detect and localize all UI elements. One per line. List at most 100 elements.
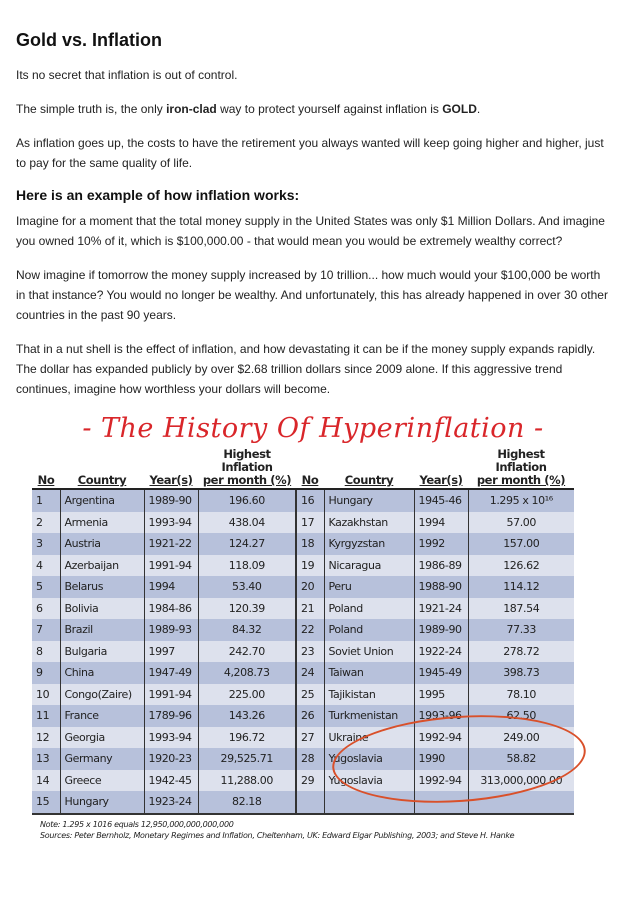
cell-inflation: 57.00 bbox=[467, 511, 574, 533]
cell-years: 1992-94 bbox=[413, 726, 468, 748]
table-notes: Note: 1.295 x 1016 equals 12,950,000,000… bbox=[40, 819, 626, 841]
cell-years: 1989-90 bbox=[143, 489, 198, 512]
cell-country: Bolivia bbox=[59, 597, 144, 619]
cell-years: 1921-24 bbox=[413, 597, 468, 619]
cell-no: 9 bbox=[32, 662, 60, 684]
cell-inflation: 124.27 bbox=[197, 533, 296, 555]
cell-no: 28 bbox=[295, 748, 324, 770]
cell-country: Germany bbox=[59, 748, 144, 770]
cell-no: 11 bbox=[32, 705, 60, 727]
bold-text: iron-clad bbox=[166, 102, 217, 116]
hyperinflation-table: No Country Year(s) Highest Inflation per … bbox=[32, 448, 574, 815]
cell-no: 14 bbox=[32, 769, 60, 791]
cell-inflation: 84.32 bbox=[197, 619, 296, 641]
cell-no: 3 bbox=[32, 533, 60, 555]
cell-inflation: 157.00 bbox=[467, 533, 574, 555]
cell-country: Kazakhstan bbox=[323, 511, 414, 533]
table-row: 10 Congo(Zaire) 1991-94 225.00 25 Tajikistan 1… bbox=[32, 683, 574, 705]
cell-no bbox=[295, 791, 324, 815]
table-row: 12 Georgia 1993-94 196.72 27 Ukraine 1992-94 24… bbox=[32, 726, 574, 748]
cell-no: 5 bbox=[32, 576, 60, 598]
article: Gold vs. Inflation Its no secret that in… bbox=[0, 30, 626, 399]
table-header: No Country Year(s) Highest Inflation per … bbox=[32, 447, 574, 490]
header-country: Country bbox=[60, 448, 144, 490]
cell-country: Georgia bbox=[59, 726, 144, 748]
table-row: 6 Bolivia 1984-86 120.39 21 Poland 1921-24 187.… bbox=[32, 597, 574, 619]
cell-inflation: 438.04 bbox=[197, 511, 296, 533]
cell-no: 7 bbox=[32, 619, 60, 641]
table-row: 14 Greece 1942-45 11,288.00 29 Yugoslavia 1992… bbox=[32, 769, 574, 791]
cell-inflation: 126.62 bbox=[467, 554, 574, 576]
cell-country: Poland bbox=[323, 597, 414, 619]
cell-inflation: 196.72 bbox=[197, 726, 296, 748]
bold-text: GOLD bbox=[442, 102, 477, 116]
cell-country: Austria bbox=[59, 533, 144, 555]
cell-years: 1994 bbox=[413, 511, 468, 533]
cell-country: Yugoslavia bbox=[323, 769, 414, 791]
cell-years: 1947-49 bbox=[143, 662, 198, 684]
header-no: No bbox=[32, 448, 60, 490]
cell-country: Poland bbox=[323, 619, 414, 641]
cell-country: Azerbaijan bbox=[59, 554, 144, 576]
cell-country bbox=[323, 791, 414, 815]
paragraph-retirement: As inflation goes up, the costs to have … bbox=[16, 136, 604, 170]
page-title: Gold vs. Inflation bbox=[16, 30, 163, 50]
header-line: Highest Inflation bbox=[495, 447, 547, 474]
header-country: Country bbox=[324, 448, 414, 490]
cell-inflation: 278.72 bbox=[467, 640, 574, 662]
cell-country: Soviet Union bbox=[323, 640, 414, 662]
sources: Sources: Peter Bernholz, Monetary Regime… bbox=[40, 830, 515, 840]
cell-country: Yugoslavia bbox=[323, 748, 414, 770]
paragraph-money-supply: Now imagine if tomorrow the money supply… bbox=[16, 268, 608, 322]
cell-years: 1993-96 bbox=[413, 705, 468, 727]
cell-years: 1989-93 bbox=[143, 619, 198, 641]
header-line: Highest Inflation bbox=[221, 447, 273, 474]
cell-no: 13 bbox=[32, 748, 60, 770]
cell-country: Turkmenistan bbox=[323, 705, 414, 727]
cell-inflation: 58.82 bbox=[467, 748, 574, 770]
header-no: No bbox=[296, 448, 324, 490]
cell-years: 1922-24 bbox=[413, 640, 468, 662]
table-row: 9 China 1947-49 4,208.73 24 Taiwan 1945-49 398.… bbox=[32, 662, 574, 684]
cell-country: Belarus bbox=[59, 576, 144, 598]
cell-years: 1923-24 bbox=[143, 791, 198, 815]
cell-no: 27 bbox=[295, 726, 324, 748]
table-row: 4 Azerbaijan 1991-94 118.09 19 Nicaragua 1986-… bbox=[32, 554, 574, 576]
cell-country: Armenia bbox=[59, 511, 144, 533]
cell-no: 17 bbox=[295, 511, 324, 533]
cell-years: 1986-89 bbox=[413, 554, 468, 576]
cell-inflation: 187.54 bbox=[467, 597, 574, 619]
cell-country: Peru bbox=[323, 576, 414, 598]
cell-years: 1789-96 bbox=[143, 705, 198, 727]
cell-years: 1991-94 bbox=[143, 683, 198, 705]
cell-inflation: 225.00 bbox=[197, 683, 296, 705]
cell-country: Greece bbox=[59, 769, 144, 791]
cell-no: 20 bbox=[295, 576, 324, 598]
cell-years: 1992 bbox=[413, 533, 468, 555]
cell-no: 4 bbox=[32, 554, 60, 576]
cell-inflation: 1.295 x 10¹⁶ bbox=[467, 489, 574, 512]
cell-years: 1992-94 bbox=[413, 769, 468, 791]
cell-inflation: 114.12 bbox=[467, 576, 574, 598]
paragraph-imagine: Imagine for a moment that the total mone… bbox=[16, 214, 605, 248]
cell-country: Congo(Zaire) bbox=[59, 683, 144, 705]
header-line: per month (%) bbox=[476, 473, 566, 487]
cell-country: Hungary bbox=[323, 489, 414, 512]
table-row: 1 Argentina 1989-90 196.60 16 Hungary 1945-46 1… bbox=[32, 489, 574, 512]
cell-years: 1991-94 bbox=[143, 554, 198, 576]
cell-no: 2 bbox=[32, 511, 60, 533]
header-inflation: Highest Inflation per month (%) bbox=[198, 447, 296, 490]
cell-inflation: 4,208.73 bbox=[197, 662, 296, 684]
cell-years bbox=[413, 791, 468, 815]
header-line: per month (%) bbox=[202, 473, 292, 487]
cell-inflation: 120.39 bbox=[197, 597, 296, 619]
cell-no: 24 bbox=[295, 662, 324, 684]
cell-inflation: 118.09 bbox=[197, 554, 296, 576]
table-row: 3 Austria 1921-22 124.27 18 Kyrgyzstan 1992 157… bbox=[32, 533, 574, 555]
cell-years: 1989-90 bbox=[413, 619, 468, 641]
cell-no: 16 bbox=[295, 489, 324, 512]
cell-country: Hungary bbox=[59, 791, 144, 815]
table-row: 15 Hungary 1923-24 82.18 bbox=[32, 791, 574, 815]
cell-no: 12 bbox=[32, 726, 60, 748]
cell-country: Tajikistan bbox=[323, 683, 414, 705]
